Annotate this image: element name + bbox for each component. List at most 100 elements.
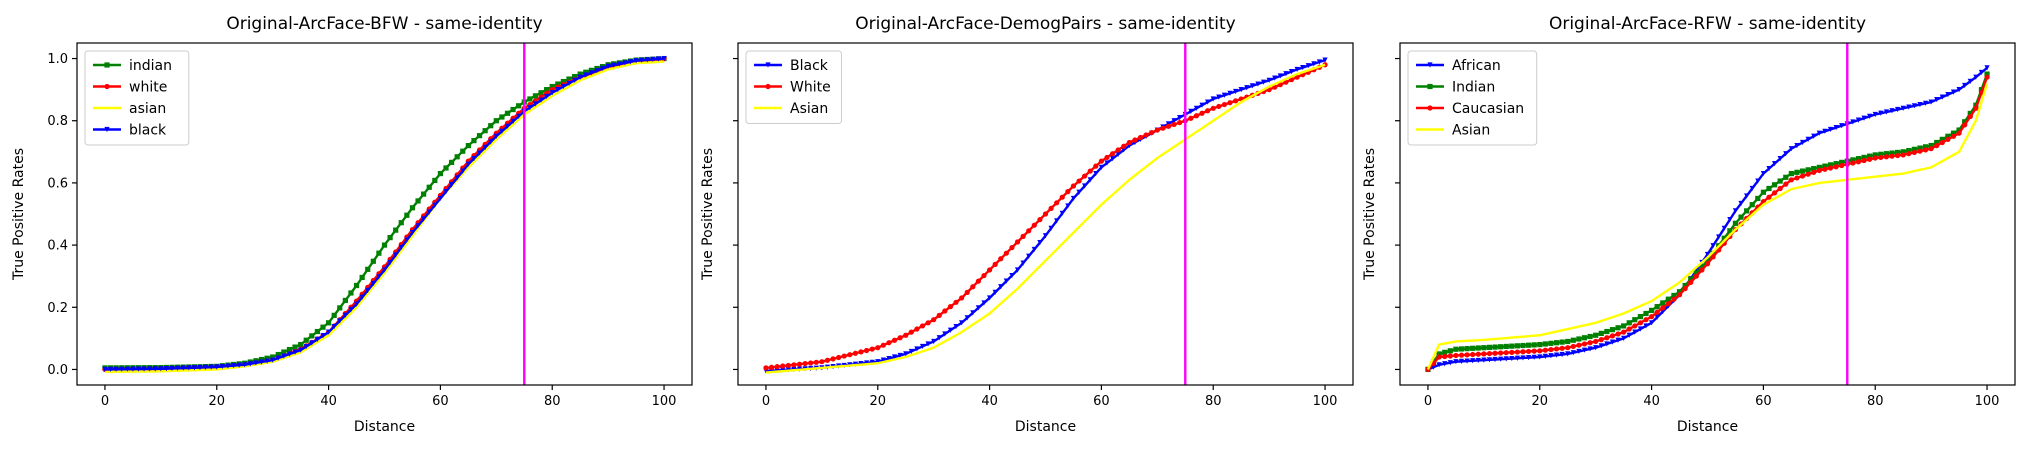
data-point-caucasian bbox=[1660, 305, 1666, 311]
data-point-african bbox=[1509, 355, 1515, 362]
data-point-black bbox=[437, 195, 444, 202]
data-point-indian bbox=[1945, 133, 1951, 139]
data-point-indian bbox=[527, 96, 533, 102]
data-point-african bbox=[1922, 100, 1929, 106]
data-point-black bbox=[1294, 66, 1300, 73]
data-point-white bbox=[875, 345, 881, 351]
chart-title: Original-ArcFace-DemogPairs - same-ident… bbox=[855, 14, 1235, 34]
data-point-african bbox=[1962, 82, 1968, 89]
data-point-indian bbox=[275, 351, 281, 358]
data-point-black bbox=[964, 315, 970, 321]
data-point-black bbox=[1003, 278, 1009, 284]
data-point-indian bbox=[1654, 304, 1660, 310]
data-point-african bbox=[1799, 139, 1806, 146]
legend: Black White Asian bbox=[745, 50, 842, 124]
data-point-indian bbox=[538, 90, 544, 96]
data-point-african bbox=[1850, 119, 1856, 125]
data-point-black bbox=[986, 295, 993, 301]
data-point-caucasian bbox=[1470, 351, 1476, 358]
data-point-caucasian bbox=[1648, 314, 1655, 320]
data-point-black bbox=[532, 101, 539, 107]
data-point-black bbox=[353, 301, 360, 307]
data-point-african bbox=[1839, 123, 1845, 129]
data-point-african bbox=[1576, 348, 1582, 355]
data-point-african bbox=[1458, 358, 1465, 364]
data-point-caucasian bbox=[1788, 177, 1794, 183]
data-point-indian bbox=[1632, 317, 1638, 323]
data-point-black bbox=[432, 202, 438, 208]
data-point-indian bbox=[1934, 139, 1940, 146]
data-point-white bbox=[847, 352, 853, 358]
chart-title: Original-ArcFace-BFW - same-identity bbox=[226, 14, 542, 34]
data-point-african bbox=[1453, 359, 1459, 365]
data-point-caucasian bbox=[1615, 331, 1621, 337]
data-point-indian bbox=[566, 76, 572, 82]
data-point-white bbox=[914, 326, 920, 332]
data-point-black bbox=[925, 341, 931, 347]
data-point-african bbox=[1749, 185, 1755, 192]
data-point-black bbox=[1026, 253, 1032, 259]
data-point-indian bbox=[1470, 345, 1476, 351]
data-point-white bbox=[1009, 244, 1015, 251]
data-point-black bbox=[594, 68, 600, 74]
data-point-black bbox=[1048, 225, 1054, 231]
data-point-indian bbox=[1581, 335, 1588, 341]
data-point-caucasian bbox=[1621, 329, 1627, 335]
x-tick-label: 40 bbox=[320, 394, 337, 409]
data-point-white bbox=[998, 256, 1004, 262]
data-point-white bbox=[869, 346, 875, 352]
data-point-black bbox=[1082, 183, 1088, 189]
data-point-indian bbox=[1883, 151, 1890, 157]
data-point-white bbox=[880, 342, 886, 348]
data-point-caucasian bbox=[1984, 74, 1990, 80]
data-point-indian bbox=[1794, 169, 1800, 175]
x-tick-label: 40 bbox=[1643, 394, 1660, 409]
data-point-african bbox=[1632, 329, 1638, 335]
data-point-indian bbox=[404, 212, 410, 218]
data-point-black bbox=[292, 349, 298, 355]
data-point-black bbox=[404, 237, 410, 243]
x-tick-label: 40 bbox=[981, 394, 998, 409]
data-point-black bbox=[348, 307, 354, 313]
data-point-african bbox=[1593, 345, 1599, 351]
data-point-indian bbox=[1576, 336, 1582, 342]
data-point-indian bbox=[1771, 182, 1778, 188]
data-point-black bbox=[863, 360, 870, 366]
x-tick-label: 20 bbox=[869, 394, 886, 409]
data-point-caucasian bbox=[1833, 164, 1839, 170]
data-point-caucasian bbox=[1894, 152, 1901, 159]
data-point-caucasian bbox=[1458, 352, 1465, 358]
data-point-caucasian bbox=[1587, 340, 1593, 346]
data-point-african bbox=[1978, 69, 1985, 76]
data-point-indian bbox=[1766, 185, 1772, 192]
data-point-white bbox=[908, 329, 914, 335]
data-point-indian bbox=[1542, 341, 1548, 347]
data-point-black bbox=[1210, 96, 1216, 102]
data-point-white bbox=[1093, 163, 1099, 169]
data-point-african bbox=[1637, 326, 1644, 332]
data-point-african bbox=[1581, 347, 1588, 353]
data-point-african bbox=[1973, 74, 1979, 80]
data-point-black bbox=[577, 74, 583, 80]
x-tick-label: 60 bbox=[432, 394, 449, 409]
data-point-african bbox=[1503, 356, 1509, 362]
data-point-african bbox=[1498, 356, 1504, 362]
data-point-indian bbox=[1682, 282, 1688, 289]
data-point-black bbox=[314, 336, 321, 342]
data-point-african bbox=[1537, 354, 1543, 360]
data-point-black bbox=[1232, 88, 1239, 95]
legend: indian white asian black bbox=[84, 50, 190, 146]
data-point-black bbox=[981, 300, 987, 306]
data-point-indian bbox=[1503, 343, 1509, 350]
data-point-black bbox=[342, 312, 348, 318]
data-point-white bbox=[1216, 103, 1222, 110]
data-point-black bbox=[325, 329, 332, 335]
data-point-white bbox=[1143, 132, 1149, 138]
data-point-white bbox=[992, 261, 998, 267]
data-point-indian bbox=[1950, 130, 1957, 136]
data-point-white bbox=[796, 361, 803, 367]
data-point-white bbox=[931, 317, 937, 323]
data-point-african bbox=[1950, 89, 1957, 95]
data-point-indian bbox=[348, 290, 354, 296]
